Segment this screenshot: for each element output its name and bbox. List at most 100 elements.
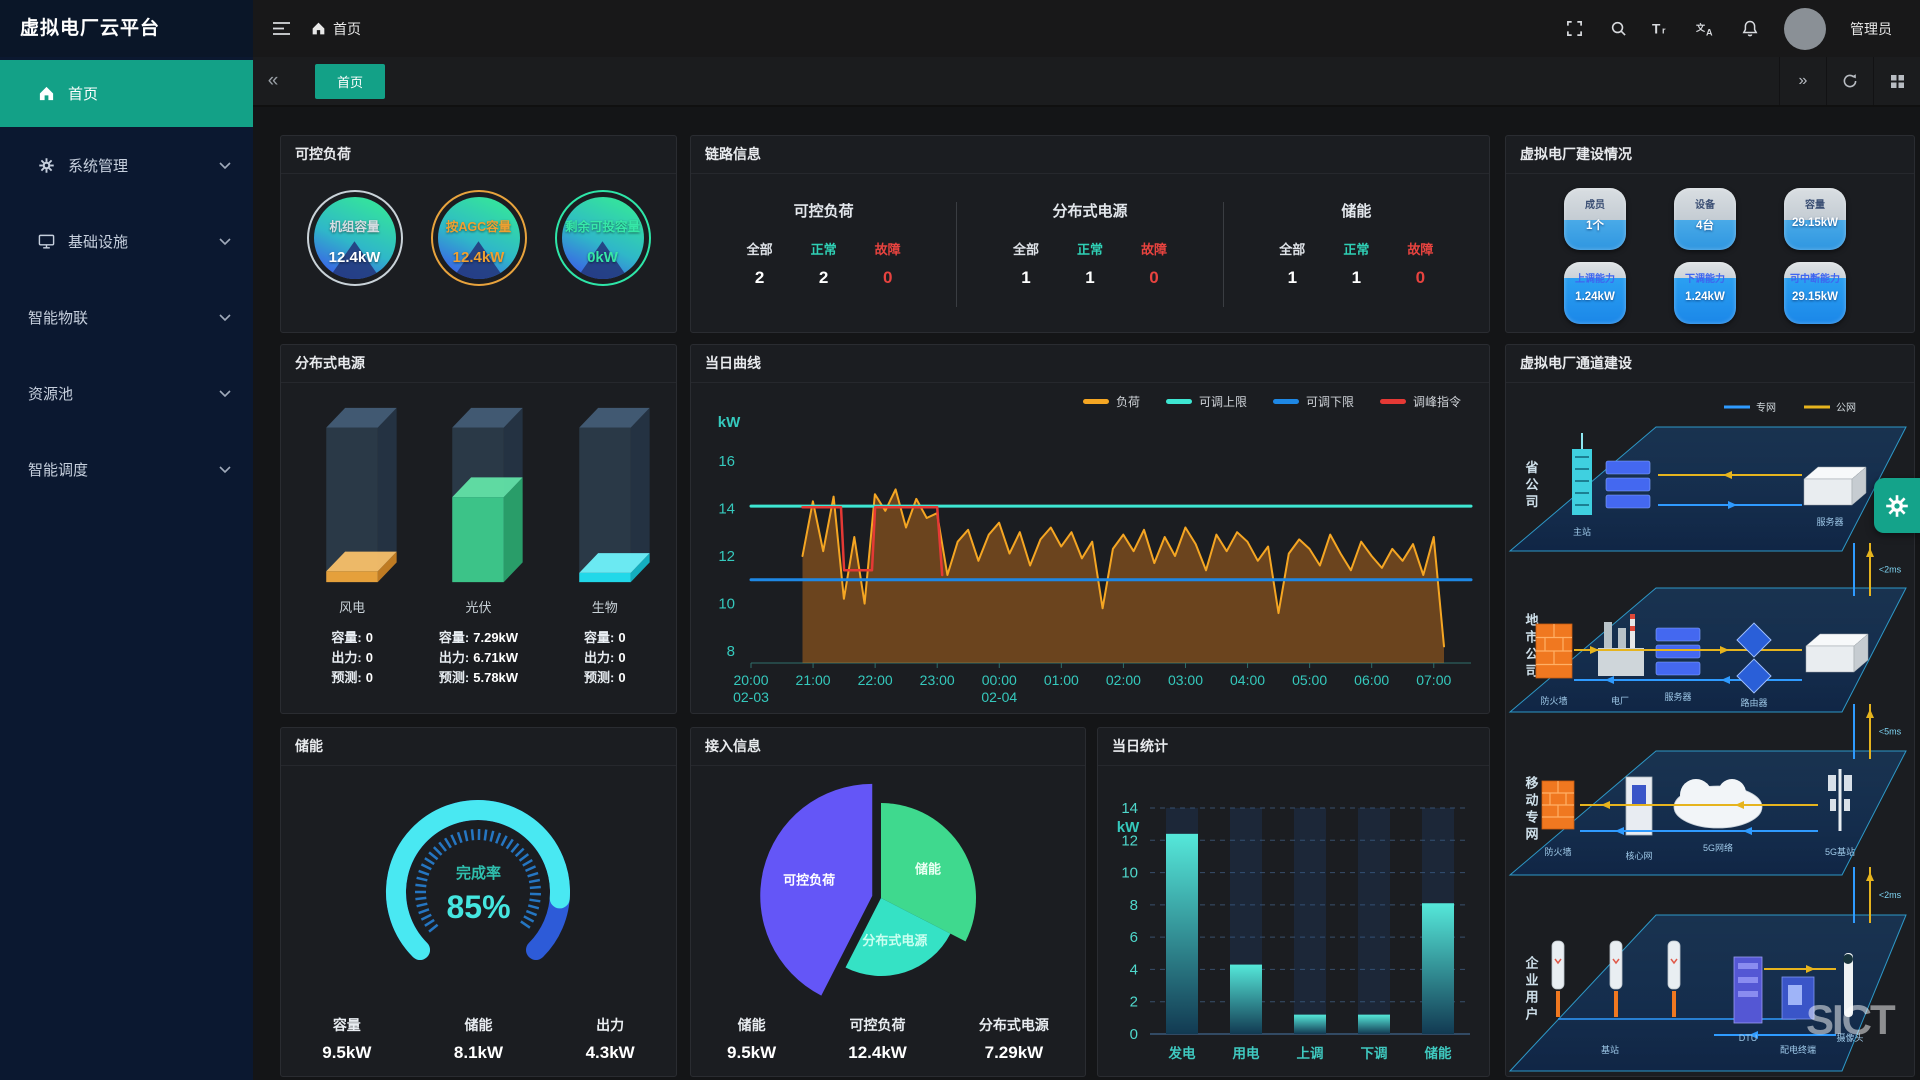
legend-item[interactable]: 调峰指令 bbox=[1379, 393, 1461, 410]
svg-text:防火墙: 防火墙 bbox=[1544, 846, 1571, 857]
sidebar-item-smart-iot[interactable]: 智能物联 bbox=[0, 279, 253, 355]
stat-label: 全部 bbox=[1279, 242, 1306, 257]
storage-stat-energy: 储能 8.1kW bbox=[453, 1017, 504, 1062]
gear-icon bbox=[1886, 494, 1908, 517]
svg-text:路由器: 路由器 bbox=[1740, 697, 1767, 708]
stat-label: 故障 bbox=[874, 242, 901, 257]
tabbar: « 首页 » bbox=[253, 57, 1920, 107]
svg-text:文: 文 bbox=[1696, 21, 1706, 32]
legend-item[interactable]: 可调上限 bbox=[1165, 393, 1247, 410]
svg-text:用电: 用电 bbox=[1233, 1045, 1261, 1061]
gauge-value: 0kW bbox=[587, 249, 618, 267]
svg-text:12: 12 bbox=[718, 548, 735, 565]
solar-3d-bar bbox=[452, 407, 524, 583]
gauge-value: 12.4kW bbox=[328, 249, 381, 267]
sidebar-item-label: 基础设施 bbox=[68, 233, 129, 251]
panel-distributed-power: 分布式电源 风电 容量: 0 出力: 0 预测: 0 光伏 容量: 7.29kW 出力:… bbox=[280, 344, 677, 714]
svg-text:省公司: 省公司 bbox=[1524, 460, 1538, 509]
svg-text:r: r bbox=[1662, 26, 1666, 36]
svg-text:4: 4 bbox=[1130, 961, 1138, 978]
svg-text:5G基站: 5G基站 bbox=[1825, 846, 1855, 857]
stat-value: 2 bbox=[754, 268, 765, 287]
vpp-tile-interruptible: 可中断能力 29.15kW bbox=[1784, 262, 1846, 324]
svg-text:地市公司: 地市公司 bbox=[1525, 613, 1538, 679]
fullscreen-icon[interactable] bbox=[1564, 19, 1584, 39]
breadcrumb-label: 首页 bbox=[333, 20, 361, 37]
breadcrumb[interactable]: 首页 bbox=[311, 19, 361, 39]
gear-icon bbox=[38, 156, 56, 174]
sidebar-item-system[interactable]: 系统管理 bbox=[0, 127, 253, 203]
refresh-icon[interactable] bbox=[1826, 57, 1873, 105]
stat-value: 1 bbox=[1021, 268, 1031, 287]
panel-title: 虚拟电厂通道建设 bbox=[1506, 345, 1914, 383]
chevron-down-icon bbox=[219, 461, 231, 478]
legend-item[interactable]: 可调下限 bbox=[1272, 393, 1354, 410]
svg-text:8: 8 bbox=[1130, 897, 1138, 914]
chevron-left-icon[interactable]: « bbox=[267, 70, 279, 91]
svg-text:配电终端: 配电终端 bbox=[1780, 1044, 1816, 1055]
grid-icon[interactable] bbox=[1873, 57, 1920, 105]
link-group-controllable-load: 可控负荷 全部 2 正常 2 故障 0 bbox=[691, 174, 956, 335]
settings-button[interactable] bbox=[1874, 478, 1920, 533]
app-logo: 虚拟电厂云平台 bbox=[0, 0, 253, 57]
chevron-down-icon bbox=[219, 157, 231, 174]
sidebar-item-resource-pool[interactable]: 资源池 bbox=[0, 355, 253, 431]
vpp-tile-members: 成员 1个 bbox=[1564, 188, 1626, 250]
sidebar-item-smart-dispatch[interactable]: 智能调度 bbox=[0, 431, 253, 507]
link-group-title: 可控负荷 bbox=[793, 203, 854, 220]
search-icon[interactable] bbox=[1608, 19, 1628, 39]
svg-text:公网: 公网 bbox=[1836, 402, 1856, 414]
svg-text:服务器: 服务器 bbox=[1816, 516, 1843, 527]
dp-source-wind: 风电 容量: 0 出力: 0 预测: 0 bbox=[300, 389, 404, 688]
svg-text:基站: 基站 bbox=[1601, 1044, 1619, 1055]
svg-text:防火墙: 防火墙 bbox=[1540, 695, 1567, 706]
dp-source-bio: 生物 容量: 0 出力: 0 预测: 0 bbox=[553, 389, 657, 688]
bio-3d-bar bbox=[579, 407, 650, 583]
svg-text:21:00: 21:00 bbox=[796, 672, 831, 688]
svg-text:主站: 主站 bbox=[1573, 526, 1591, 537]
chevron-down-icon bbox=[219, 233, 231, 250]
avatar[interactable] bbox=[1784, 7, 1826, 50]
stat-label: 全部 bbox=[746, 242, 773, 257]
sidebar-item-label: 系统管理 bbox=[68, 157, 129, 175]
svg-text:专网: 专网 bbox=[1756, 401, 1776, 414]
gauge-remaining-capacity: 剩余可投容量 0kW bbox=[554, 190, 651, 286]
svg-text:04:00: 04:00 bbox=[1230, 672, 1265, 688]
daily-stats-bar-chart: kW 0 2 4 6 8 10 12 14 发电 用电 上调 下调 储能 bbox=[1117, 800, 1470, 1061]
panel-access-info: 接入信息 储能 分布式电源 可控负荷 储能 9.5kW 可控负荷 12.4kW 分布式电… bbox=[690, 727, 1086, 1077]
svg-text:02-04: 02-04 bbox=[981, 689, 1017, 705]
stat-label: 正常 bbox=[1343, 242, 1370, 257]
vpp-tile-downreg: 下调能力 1.24kW bbox=[1674, 262, 1736, 324]
stat-value: 0 bbox=[1149, 268, 1159, 287]
svg-text:20:00: 20:00 bbox=[733, 672, 768, 688]
legend-item[interactable]: 负荷 bbox=[1082, 393, 1140, 410]
svg-text:服务器: 服务器 bbox=[1664, 691, 1691, 702]
tab-home[interactable]: 首页 bbox=[315, 63, 386, 99]
chevron-down-icon bbox=[219, 385, 231, 402]
panel-title: 分布式电源 bbox=[281, 345, 676, 383]
sidebar-item-home[interactable]: 首页 bbox=[0, 60, 253, 127]
access-stat-load: 可控负荷 12.4kW bbox=[848, 1017, 907, 1062]
panel-title: 虚拟电厂建设情况 bbox=[1506, 136, 1914, 174]
vpp-tile-capacity: 容量 29.15kW bbox=[1784, 188, 1846, 250]
svg-text:分布式电源: 分布式电源 bbox=[862, 933, 927, 948]
gauge-label: 按AGC容量 bbox=[445, 219, 512, 234]
panel-link-info: 链路信息 可控负荷 全部 2 正常 2 故障 0 分布式电源 全部 1 正常 1 故障 0 bbox=[690, 135, 1490, 333]
sidebar-item-infrastructure[interactable]: 基础设施 bbox=[0, 203, 253, 279]
chevron-down-icon bbox=[219, 309, 231, 326]
svg-text:2: 2 bbox=[1130, 994, 1138, 1011]
stat-value: 1 bbox=[1351, 268, 1362, 287]
sidebar: 虚拟电厂云平台 首页 系统管理 bbox=[0, 0, 253, 1080]
collapse-menu-icon[interactable] bbox=[271, 19, 291, 39]
svg-text:10: 10 bbox=[1121, 865, 1138, 882]
storage-stat-output: 出力 4.3kW bbox=[585, 1017, 635, 1062]
svg-text:kW: kW bbox=[1117, 819, 1140, 836]
svg-text:发电: 发电 bbox=[1168, 1045, 1197, 1061]
stat-label: 全部 bbox=[1012, 242, 1039, 257]
chevron-right-icon[interactable]: » bbox=[1779, 57, 1826, 105]
bell-icon[interactable] bbox=[1740, 19, 1760, 39]
